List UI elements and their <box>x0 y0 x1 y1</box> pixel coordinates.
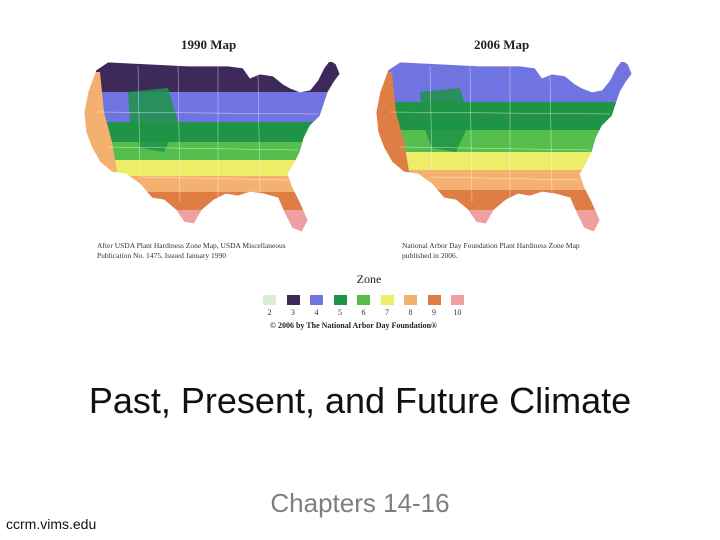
legend-swatch-zone-5 <box>333 295 347 305</box>
state-border-line <box>137 65 141 173</box>
legend-swatch-zone-10 <box>451 295 464 305</box>
zone-band-mountain-west <box>420 88 470 152</box>
zone-band-7 <box>376 152 632 170</box>
legend-swatch-zone-6 <box>357 295 370 305</box>
state-border-line <box>137 176 289 181</box>
zone-band-8 <box>376 170 632 190</box>
state-border-line <box>399 146 591 151</box>
state-border-line <box>389 111 611 115</box>
state-border-line <box>549 75 553 195</box>
map-caption-line: After USDA Plant Hardiness Zone Map, USD… <box>97 241 286 250</box>
legend-label-zone-3: 3 <box>291 308 295 317</box>
state-border-line <box>97 111 319 115</box>
zone-band-mountain-west <box>128 88 178 152</box>
state-border-line <box>107 146 299 151</box>
state-border-line <box>177 65 181 203</box>
legend-copyright: © 2006 by The National Arbor Day Foundat… <box>270 321 438 330</box>
legend-label-zone-7: 7 <box>385 308 389 317</box>
slide-subtitle: Chapters 14-16 <box>270 488 450 518</box>
zone-band-10 <box>84 210 340 232</box>
legend-swatch-zone-4 <box>310 295 323 305</box>
us-outline <box>83 59 341 233</box>
zone-band-10 <box>376 210 632 232</box>
legend-label-zone-5: 5 <box>338 308 342 317</box>
legend-swatch-zone-9 <box>427 295 441 305</box>
map-caption-line: Publication No. 1475, Issued January 199… <box>97 251 226 260</box>
legend-label-zone-6: 6 <box>361 308 366 317</box>
state-border-line <box>429 65 433 173</box>
legend-label-zone-4: 4 <box>314 308 319 317</box>
state-border-line <box>257 75 261 195</box>
legend-label-zone-8: 8 <box>408 308 413 317</box>
legend-swatch-zone-2 <box>263 295 276 305</box>
us-hardiness-map-2006 <box>375 59 633 233</box>
map-caption-1990: After USDA Plant Hardiness Zone Map, USD… <box>97 241 327 261</box>
legend-label-zone-9: 9 <box>432 308 436 317</box>
slide-title: Past, Present, and Future Climate <box>88 380 632 421</box>
map-caption-2006: National Arbor Day Foundation Plant Hard… <box>402 241 632 261</box>
map-title-2006: 2006 Map <box>474 37 530 52</box>
legend-swatch-zone-8 <box>404 295 417 305</box>
zone-legend: 2 3 4 5 6 7 8 9 10 <box>263 295 473 325</box>
map-caption-line: National Arbor Day Foundation Plant Hard… <box>402 241 580 250</box>
us-outline <box>375 59 633 233</box>
legend-swatch-zone-3 <box>286 295 300 305</box>
us-hardiness-map-1990 <box>83 59 341 233</box>
legend-swatch-zone-7 <box>380 295 394 305</box>
source-credit: ccrm.vims.edu <box>6 516 97 532</box>
zone-band-5 <box>376 102 632 130</box>
legend-title: Zone <box>356 272 382 286</box>
legend-label-zone-2: 2 <box>267 308 272 317</box>
zone-band-4 <box>84 92 340 122</box>
legend-label-zone-10: 10 <box>453 308 462 317</box>
zone-band-7 <box>84 160 340 176</box>
state-border-line <box>429 176 581 181</box>
map-title-1990: 1990 Map <box>181 37 237 52</box>
map-caption-line: published in 2006. <box>402 251 458 260</box>
state-border-line <box>469 65 473 203</box>
